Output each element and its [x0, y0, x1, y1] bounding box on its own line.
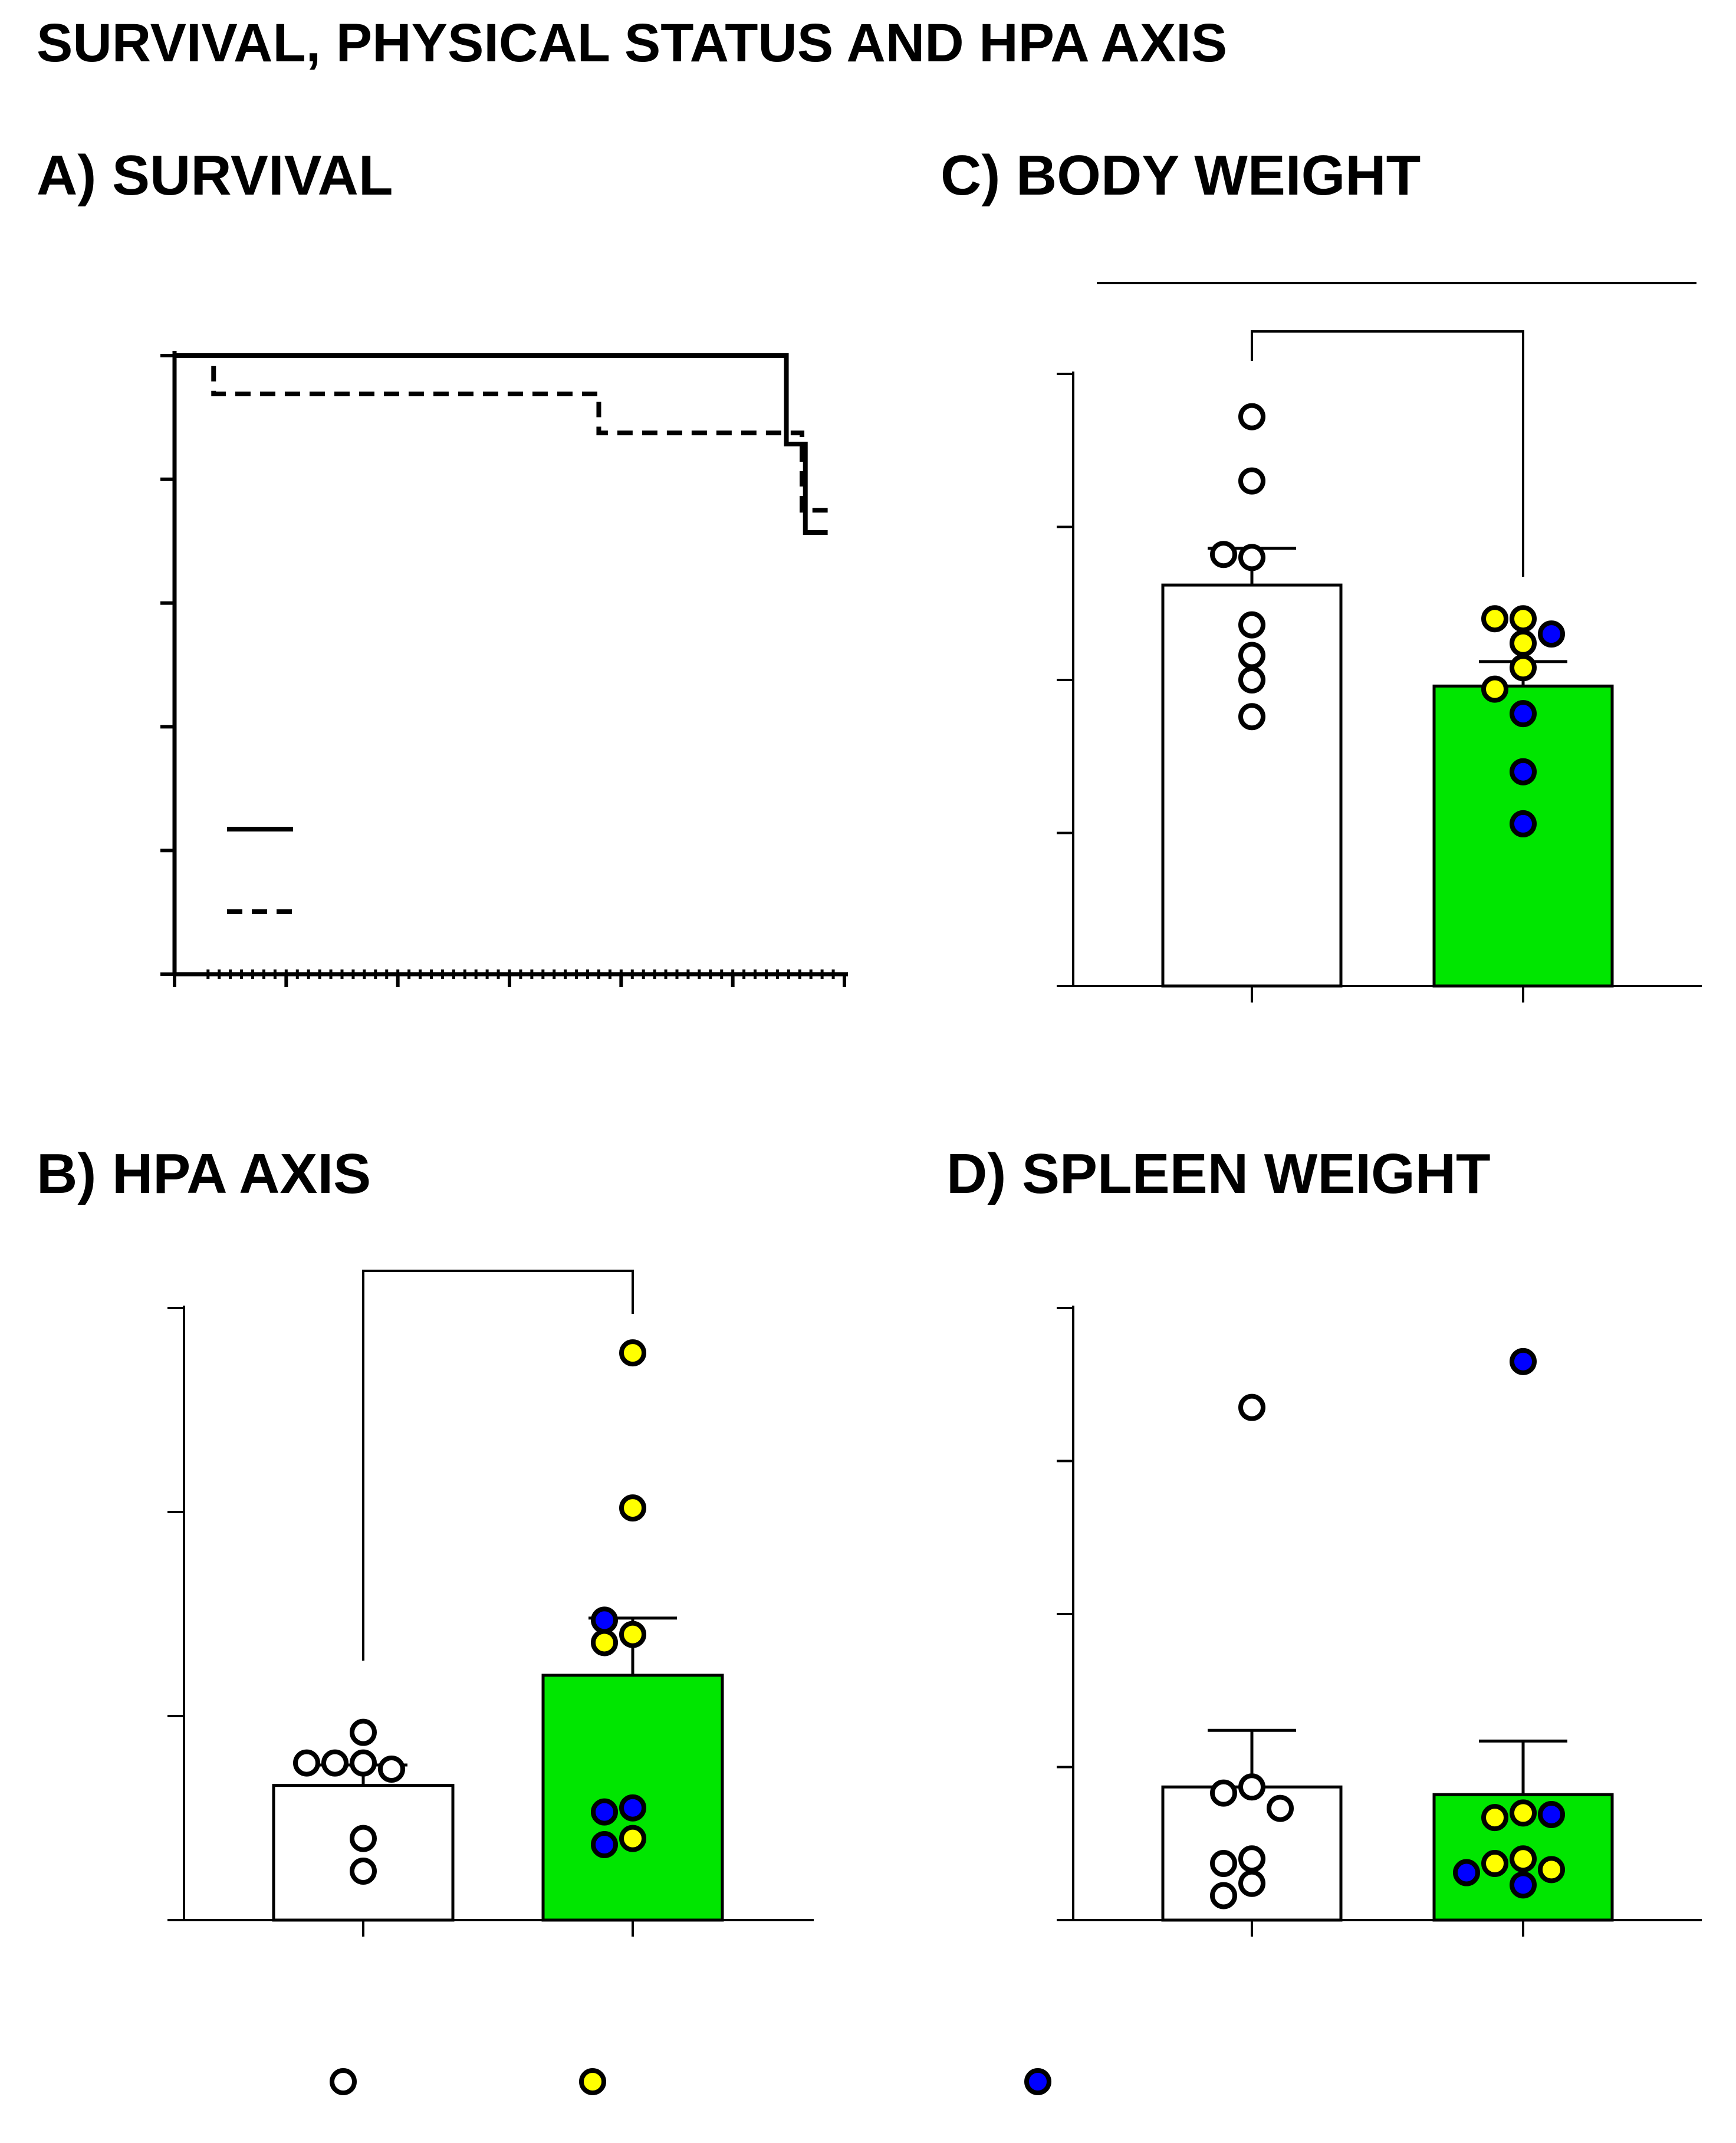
data-point-ntg: [1210, 1882, 1237, 1909]
data-point-ntg: [1238, 611, 1265, 639]
data-point-hom: [1538, 1800, 1565, 1828]
panel-a-title: A) SURVIVAL: [37, 144, 393, 207]
bar-ntg: [272, 1784, 455, 1922]
data-point-ntg: [1238, 1869, 1265, 1897]
significance-bracket: [1251, 330, 1524, 577]
legend-marker-2: [1024, 2068, 1051, 2095]
data-point-ntg: [1210, 1779, 1237, 1807]
data-point-het: [1510, 1845, 1537, 1873]
data-point-hom: [1510, 700, 1537, 728]
data-point-het: [1510, 654, 1537, 682]
data-point-hom: [1510, 1871, 1537, 1899]
data-point-ntg: [1238, 703, 1265, 731]
data-point-het: [1510, 1799, 1537, 1827]
data-point-ntg: [1238, 403, 1265, 430]
data-point-ntg: [378, 1755, 405, 1783]
data-point-ntg: [293, 1749, 320, 1777]
data-point-het: [1481, 1804, 1508, 1832]
data-point-het: [1510, 629, 1537, 657]
data-point-het: [619, 1494, 646, 1522]
data-point-ntg: [1238, 642, 1265, 669]
hpa-chart: [167, 1270, 814, 1937]
legend-marker-0: [330, 2068, 357, 2095]
survival-chart: [160, 351, 848, 987]
panel-c-title: C) BODY WEIGHT: [941, 144, 1421, 207]
data-point-het: [619, 1621, 646, 1648]
data-point-ntg: [1238, 467, 1265, 495]
genotype-legend: [330, 2068, 1051, 2095]
data-point-ntg: [1238, 1773, 1265, 1801]
survival-line-3xtg-ad: [175, 353, 828, 513]
data-point-ntg: [1238, 544, 1265, 571]
data-point-hom: [591, 1798, 618, 1826]
data-point-hom: [1453, 1859, 1480, 1886]
data-point-hom: [1510, 1347, 1537, 1375]
data-point-hom: [1510, 810, 1537, 837]
data-point-het: [591, 1629, 618, 1656]
page-title: SURVIVAL, PHYSICAL STATUS AND HPA AXIS: [37, 13, 1227, 73]
data-point-ntg: [1267, 1794, 1294, 1822]
data-point-hom: [619, 1794, 646, 1822]
spleen-chart: [1057, 1306, 1702, 1937]
data-point-ntg: [350, 1857, 377, 1885]
data-point-hom: [1538, 620, 1565, 648]
data-point-hom: [1510, 758, 1537, 785]
data-point-ntg: [1210, 1849, 1237, 1877]
data-point-hom: [591, 1606, 618, 1634]
bodyweight-chart: [1057, 282, 1702, 1003]
data-point-ntg: [1238, 666, 1265, 693]
data-point-het: [619, 1339, 646, 1367]
data-point-ntg: [1238, 1393, 1265, 1421]
data-point-ntg: [350, 1825, 377, 1852]
data-point-het: [619, 1825, 646, 1852]
panel-d-title: D) SPLEEN WEIGHT: [946, 1142, 1491, 1205]
data-point-ntg: [1238, 1845, 1265, 1873]
data-point-het: [1481, 1849, 1508, 1877]
data-point-ntg: [350, 1749, 377, 1777]
data-point-het: [1510, 605, 1537, 633]
data-point-hom: [591, 1830, 618, 1858]
legend-marker-1: [579, 2068, 606, 2095]
data-point-ntg: [350, 1718, 377, 1746]
data-point-het: [1481, 605, 1508, 633]
panel-b-title: B) HPA AXIS: [37, 1142, 371, 1205]
survival-line-ntg: [175, 353, 828, 535]
data-point-ntg: [1210, 541, 1237, 568]
significance-bracket: [362, 1270, 634, 1661]
data-point-het: [1481, 675, 1508, 703]
data-point-het: [1538, 1856, 1565, 1884]
data-point-ntg: [321, 1749, 348, 1777]
